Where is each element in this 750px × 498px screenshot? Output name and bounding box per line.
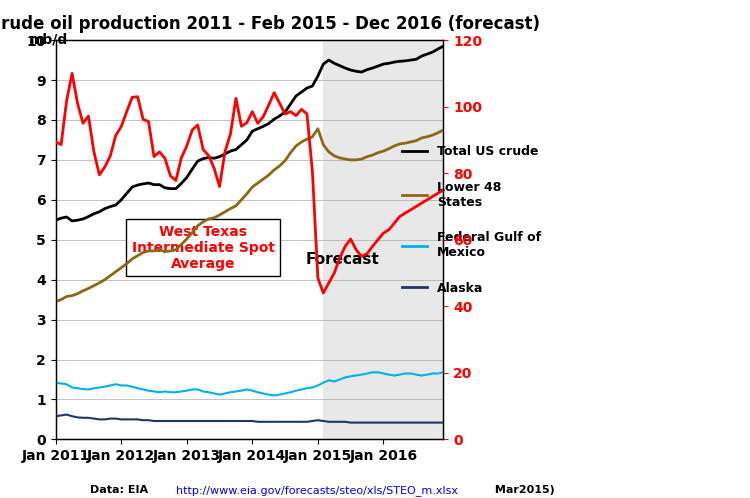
- Text: mb/d: mb/d: [28, 32, 68, 46]
- Text: http://www.eia.gov/forecasts/steo/xls/STEO_m.xlsx: http://www.eia.gov/forecasts/steo/xls/ST…: [176, 485, 458, 496]
- Text: Data: EIA: Data: EIA: [90, 485, 152, 495]
- Text: Mar2015): Mar2015): [491, 485, 555, 495]
- Title: US crude oil production 2011 - Feb 2015 - Dec 2016 (forecast): US crude oil production 2011 - Feb 2015 …: [0, 15, 539, 33]
- Legend: Total US crude, Lower 48
States, Federal Gulf of
Mexico, Alaska: Total US crude, Lower 48 States, Federal…: [397, 140, 546, 299]
- Text: West Texas
Intermediate Spot
Average: West Texas Intermediate Spot Average: [131, 225, 274, 271]
- Text: Forecast: Forecast: [306, 252, 380, 267]
- Bar: [323, 40, 443, 439]
